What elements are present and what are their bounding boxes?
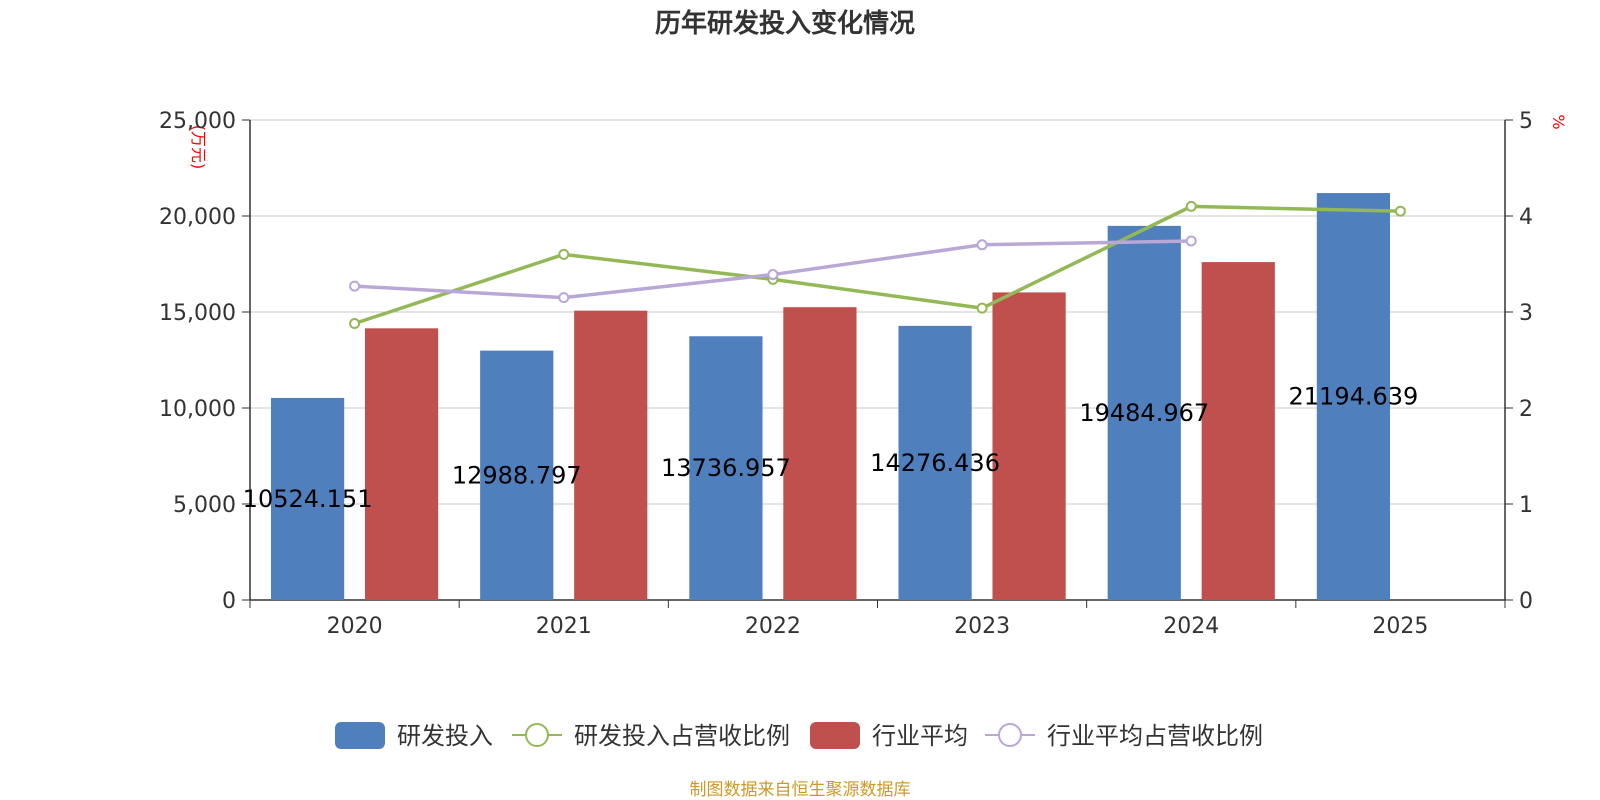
- bar-行业平均: [364, 328, 439, 600]
- axes: 0 5,000 10,000 15,000 20,000 25,000 0 1 2 3 4 5 2020…: [159, 109, 1533, 639]
- series-point-研发投入占营收比例: [1185, 200, 1197, 212]
- left-tick-label: 15,000: [159, 301, 236, 326]
- legend-label: 研发投入: [397, 722, 493, 750]
- x-tick-label: 2023: [954, 614, 1010, 639]
- left-tick-label: 0: [222, 589, 236, 614]
- bar-研发投入: [270, 397, 345, 600]
- series-point-研发投入占营收比例: [349, 318, 361, 330]
- bar-行业平均: [992, 292, 1066, 600]
- right-axis-unit: %: [1549, 114, 1568, 129]
- series-point-行业平均占营收比例: [767, 269, 779, 281]
- right-tick-label: 2: [1519, 397, 1533, 422]
- bar-行业平均: [783, 307, 857, 600]
- series-point-行业平均占营收比例: [976, 239, 988, 251]
- x-tick-label: 2021: [536, 614, 592, 639]
- series-point-研发投入占营收比例: [558, 248, 570, 260]
- left-tick-label: 20,000: [159, 205, 236, 230]
- right-tick-label: 1: [1519, 493, 1533, 518]
- bar-研发投入: [1316, 193, 1391, 600]
- bar-行业平均: [1201, 262, 1275, 600]
- legend-swatch-marker: [998, 723, 1022, 747]
- bar-data-label: 13736.957: [661, 454, 791, 482]
- series-point-研发投入占营收比例: [976, 302, 988, 314]
- series-point-行业平均占营收比例: [349, 280, 361, 292]
- bar-data-label: 12988.797: [452, 461, 582, 489]
- bar-行业平均: [574, 310, 648, 600]
- legend-label: 行业平均占营收比例: [1047, 722, 1263, 750]
- left-axis-unit: (万元): [189, 125, 208, 170]
- grid-lines: [250, 119, 1505, 505]
- legend-item-行业平均[interactable]: 行业平均: [810, 722, 968, 750]
- x-tick-label: 2025: [1372, 614, 1428, 639]
- legend-swatch-bar: [335, 722, 385, 749]
- left-tick-label: 25,000: [159, 109, 236, 134]
- series-point-研发投入占营收比例: [1394, 205, 1406, 217]
- lines: [349, 200, 1406, 330]
- legend-label: 研发投入占营收比例: [574, 722, 790, 750]
- legend-label: 行业平均: [872, 722, 968, 750]
- legend-item-行业平均占营收比例[interactable]: 行业平均占营收比例: [985, 722, 1263, 750]
- bars: [270, 193, 1391, 601]
- right-tick-label: 5: [1519, 109, 1533, 134]
- bar-研发投入: [1107, 225, 1181, 601]
- bar-研发投入: [898, 325, 972, 600]
- left-tick-label: 10,000: [159, 397, 236, 422]
- x-tick-label: 2020: [327, 614, 383, 639]
- legend-item-研发投入[interactable]: 研发投入: [335, 722, 493, 750]
- bar-研发投入: [480, 350, 554, 600]
- bar-data-label: 19484.967: [1079, 399, 1209, 427]
- source-note: 制图数据来自恒生聚源数据库: [690, 780, 911, 800]
- bar-data-label: 10524.151: [243, 485, 373, 513]
- right-tick-label: 4: [1519, 205, 1533, 230]
- series-line-研发投入占营收比例: [354, 204, 1401, 326]
- left-tick-label: 5,000: [173, 493, 236, 518]
- data-labels: 10524.151 12988.797 13736.957 14276.436 1948…: [243, 383, 1419, 513]
- right-tick-label: 0: [1519, 589, 1533, 614]
- legend[interactable]: 研发投入 研发投入占营收比例 行业平均 行业平均占营收比例: [335, 722, 1263, 750]
- series-point-行业平均占营收比例: [558, 292, 570, 304]
- bar-data-label: 14276.436: [870, 449, 1000, 477]
- bar-data-label: 21194.639: [1289, 383, 1419, 411]
- legend-swatch-marker: [525, 723, 549, 747]
- x-tick-label: 2022: [745, 614, 801, 639]
- bar-研发投入: [689, 336, 763, 600]
- right-tick-label: 3: [1519, 301, 1533, 326]
- series-point-行业平均占营收比例: [1185, 235, 1197, 247]
- x-tick-label: 2024: [1163, 614, 1219, 639]
- legend-item-研发投入占营收比例[interactable]: 研发投入占营收比例: [512, 722, 790, 750]
- legend-swatch-bar: [810, 722, 860, 749]
- chart-title: 历年研发投入变化情况: [655, 8, 915, 39]
